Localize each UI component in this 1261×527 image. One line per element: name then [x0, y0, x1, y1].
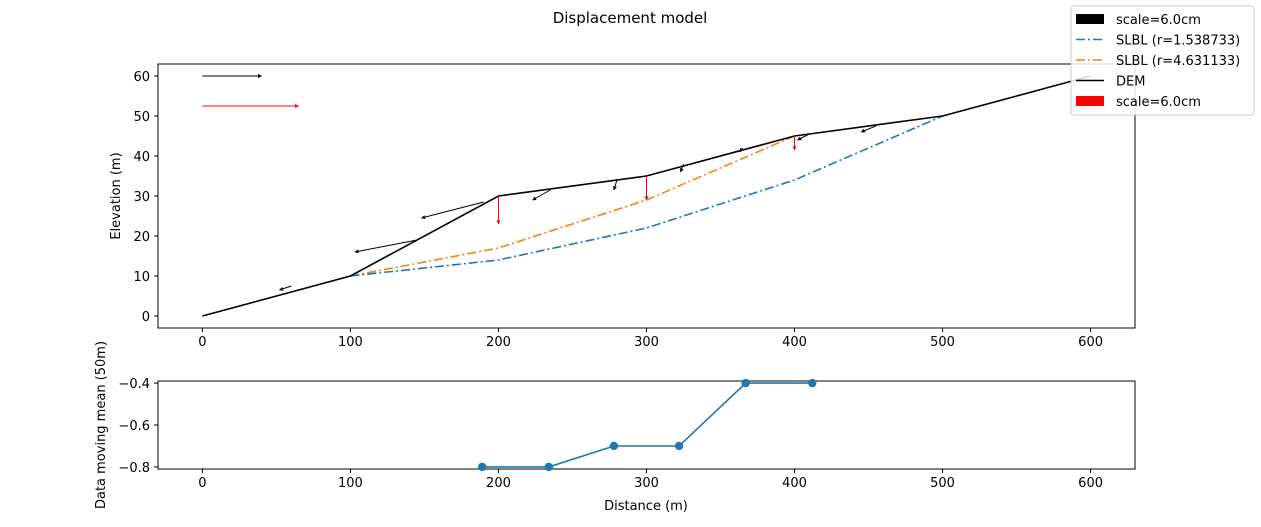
- moving-mean-xtick-label: 100: [338, 476, 363, 491]
- moving-mean-ytick-label: −0.6: [118, 419, 150, 434]
- legend-label: SLBL (r=4.631133): [1116, 54, 1240, 69]
- moving-mean-plot-frame: [157, 380, 1136, 470]
- legend-frame: [1070, 5, 1255, 116]
- elevation-ytick-label: 0: [142, 310, 150, 325]
- displacement-vector: [421, 201, 484, 220]
- elevation-ytick-label: 50: [133, 110, 150, 125]
- elevation-ticks: 0 100 200 300 400 500 600 0 10 20 30 40 50 60: [133, 70, 1103, 350]
- legend-label: SLBL (r=1.538733): [1116, 34, 1240, 49]
- legend-swatch: [1076, 96, 1104, 106]
- displacement-vector: [354, 239, 418, 254]
- legend-label: DEM: [1116, 75, 1145, 90]
- elevation-xtick-label: 400: [782, 335, 807, 350]
- moving-mean-ticks: 0 100 200 300 400 500 600 −0.8 −0.6 −0.4: [118, 377, 1103, 491]
- moving-mean-xtick-label: 0: [198, 476, 206, 491]
- moving-mean-data-point: [544, 462, 553, 472]
- elevation-ytick-label: 20: [133, 230, 150, 245]
- elevation-ytick-label: 40: [133, 150, 150, 165]
- displacement-vector: [860, 125, 877, 133]
- elevation-xtick-label: 300: [634, 335, 659, 350]
- moving-mean-series: [477, 378, 817, 472]
- elevation-ytick-label: 60: [133, 70, 150, 85]
- displacement-vector: [739, 147, 744, 153]
- elevation-ytick-label: 10: [133, 270, 150, 285]
- moving-mean-xtick-label: 500: [930, 476, 955, 491]
- elevation-xtick-label: 200: [486, 335, 511, 350]
- moving-mean-xtick-label: 200: [486, 476, 511, 491]
- legend-swatch: [1076, 14, 1104, 24]
- elevation-ylabel: Elevation (m): [109, 152, 124, 239]
- elevation-xtick-label: 500: [930, 335, 955, 350]
- moving-mean-xtick-label: 600: [1078, 476, 1103, 491]
- moving-mean-ylabel: Data moving mean (50m): [94, 341, 109, 509]
- displacement-vectors: [202, 74, 877, 291]
- moving-mean-data-point: [808, 378, 817, 388]
- displacement-vector: [532, 189, 551, 201]
- elevation-xtick-label: 0: [198, 335, 206, 350]
- displacement-vector: [679, 163, 684, 173]
- legend-label: scale=6.0cm: [1116, 13, 1201, 28]
- displacement-vector: [279, 285, 292, 291]
- displacement-vector: [613, 179, 618, 191]
- moving-mean-xlabel: Distance (m): [604, 499, 688, 514]
- legend: scale=6.0cm SLBL (r=1.538733) SLBL (r=4.63…: [1070, 5, 1255, 116]
- moving-mean-data-point: [741, 378, 750, 388]
- moving-mean-data-point: [674, 441, 684, 451]
- legend-label: scale=6.0cm: [1116, 95, 1201, 110]
- elevation-xtick-label: 600: [1078, 335, 1103, 350]
- figure-title: Displacement model: [553, 9, 708, 27]
- elevation-xtick-label: 100: [338, 335, 363, 350]
- elevation-axes: 0 100 200 300 400 500 600 0 10 20 30 40 50 60 Elevati…: [109, 63, 1136, 350]
- moving-mean-data-point: [609, 441, 619, 451]
- moving-mean-xtick-label: 400: [782, 476, 807, 491]
- moving-mean-xtick-label: 300: [634, 476, 659, 491]
- moving-mean-series-line: [482, 382, 813, 468]
- moving-mean-axes: 0 100 200 300 400 500 600 −0.8 −0.6 −0.4 Distance…: [94, 341, 1136, 514]
- moving-mean-data-point: [477, 462, 487, 472]
- elevation-series-slbl-r-4-631133-: [350, 135, 795, 277]
- displacement-vector: [797, 133, 810, 141]
- elevation-ytick-label: 30: [133, 190, 150, 205]
- moving-mean-ytick-label: −0.4: [118, 377, 150, 392]
- moving-mean-ytick-label: −0.8: [118, 461, 150, 476]
